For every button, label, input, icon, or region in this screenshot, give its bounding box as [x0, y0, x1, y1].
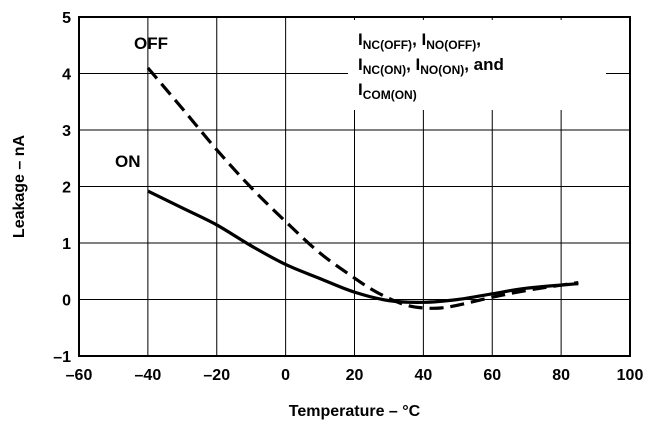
- annotation-line: INC(OFF), INO(OFF),: [358, 30, 481, 52]
- x-axis-label: Temperature – °C: [289, 403, 421, 420]
- y-axis-label: Leakage – nA: [11, 134, 28, 238]
- x-tick-label: –20: [203, 367, 230, 384]
- annotation-line: ICOM(ON): [358, 80, 417, 102]
- annotation-subscript: NC(ON): [363, 63, 406, 77]
- annotation: INC(OFF), INO(OFF),INC(ON), INO(ON), and…: [358, 30, 504, 102]
- annotation-text: I: [358, 55, 363, 74]
- annotation-text: , I: [406, 55, 420, 74]
- x-tick-label: 100: [617, 367, 644, 384]
- y-tick-label: 1: [62, 236, 71, 253]
- annotation-subscript: NO(OFF): [426, 38, 476, 52]
- x-axis: –60 –40 –20 0 20 40 60 80 100: [66, 367, 644, 384]
- x-tick-label: –60: [66, 367, 93, 384]
- annotation-text: ,: [476, 30, 481, 49]
- x-tick-label: 80: [552, 367, 570, 384]
- series-line-on: [147, 189, 579, 304]
- series-layer: [146, 66, 579, 310]
- plot-frame: [78, 16, 631, 357]
- x-tick-label: 60: [483, 367, 501, 384]
- annotation-subscript: NC(OFF): [363, 38, 412, 52]
- annotation-background: [348, 20, 606, 110]
- annotation-text: , and: [464, 55, 504, 74]
- y-tick-label: 5: [62, 10, 71, 27]
- x-tick-label: 20: [346, 367, 364, 384]
- annotation-subscript: NO(ON): [420, 63, 464, 77]
- y-tick-label: 4: [62, 67, 71, 84]
- series-label-off: OFF: [134, 34, 168, 53]
- x-tick-label: –40: [135, 367, 162, 384]
- annotation-text: , I: [412, 30, 426, 49]
- y-tick-label: 0: [62, 293, 71, 310]
- y-tick-label: –1: [53, 349, 71, 366]
- annotation-subscript: COM(ON): [363, 88, 417, 102]
- y-tick-label: 2: [62, 180, 71, 197]
- series-label-on: ON: [115, 152, 141, 171]
- annotation-text: I: [358, 80, 363, 99]
- y-tick-label: 3: [62, 123, 71, 140]
- x-tick-label: 40: [414, 367, 432, 384]
- series-labels: OFF ON: [115, 34, 168, 171]
- y-axis: –1 0 1 2 3 4 5: [53, 10, 71, 366]
- annotation-line: INC(ON), INO(ON), and: [358, 55, 504, 77]
- x-tick-label: 0: [281, 367, 290, 384]
- annotation-text: I: [358, 30, 363, 49]
- series-line-off: [146, 66, 579, 310]
